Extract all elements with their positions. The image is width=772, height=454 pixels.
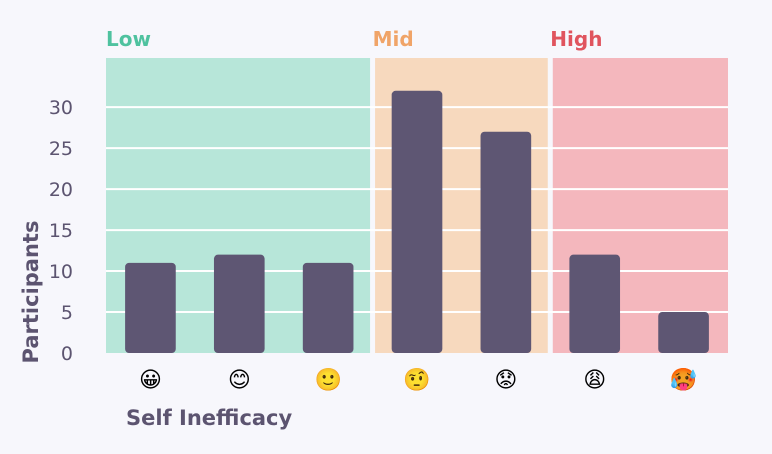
x-axis-ticks: 😀 😊 🙂 🤨 😟 😩 🥵 [139, 367, 697, 393]
bar-4 [480, 131, 532, 353]
y-tick-label: 25 [49, 138, 73, 160]
y-tick-label: 30 [49, 97, 73, 119]
band-label-low: Low [106, 27, 151, 51]
y-tick-label: 5 [61, 302, 73, 324]
y-tick-label: 10 [49, 261, 73, 283]
bar-1 [213, 254, 265, 353]
x-tick-label: 😩 [583, 368, 606, 393]
y-tick-label: 0 [61, 343, 73, 365]
x-axis-title: Self Inefficacy [126, 406, 293, 430]
x-tick-label: 😟 [494, 368, 517, 393]
x-tick-label: 🤨 [403, 367, 430, 393]
bar-0 [125, 262, 176, 353]
bar-5 [569, 254, 621, 353]
y-tick-label: 15 [49, 220, 73, 242]
x-tick-label: 😊 [228, 368, 251, 393]
bar-2 [302, 262, 354, 353]
band-label-mid: Mid [373, 27, 414, 51]
x-tick-label: 😀 [139, 368, 162, 393]
x-tick-label: 🙂 [314, 367, 341, 393]
bar-3 [391, 90, 443, 354]
y-axis-title: Participants [19, 221, 43, 364]
y-tick-label: 20 [49, 179, 73, 201]
bar-6 [658, 312, 709, 353]
x-tick-label: 🥵 [670, 367, 697, 393]
band-label-high: High [550, 27, 602, 51]
y-axis-ticks: 0 5 10 15 20 25 30 [49, 97, 73, 365]
bars [125, 90, 709, 354]
